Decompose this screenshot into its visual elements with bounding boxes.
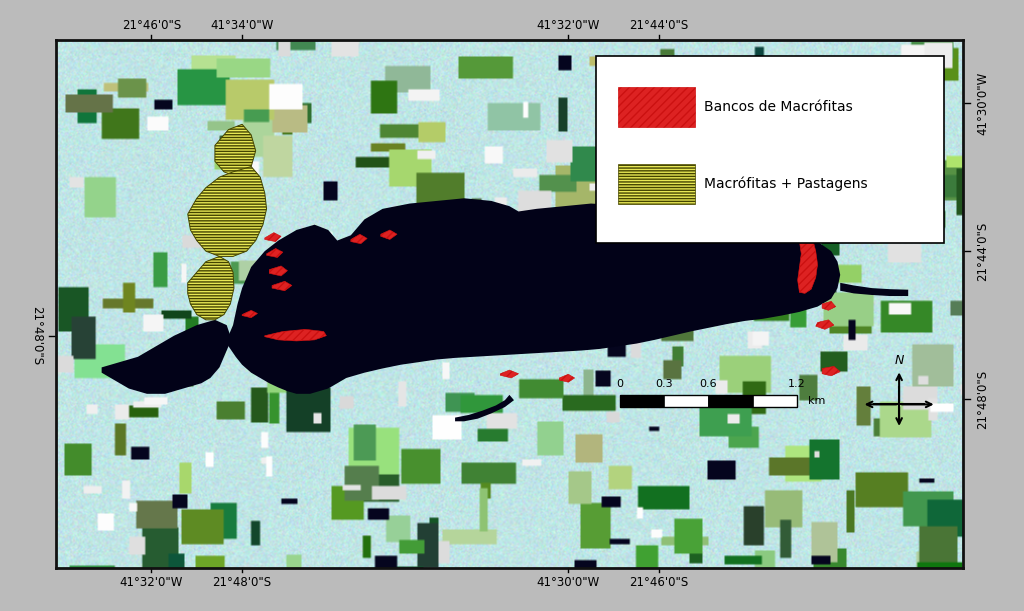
Bar bbox=[620, 395, 797, 407]
Text: 41°30'0"W: 41°30'0"W bbox=[537, 576, 600, 589]
Text: 41°32'0"W: 41°32'0"W bbox=[120, 576, 183, 589]
Text: Bancos de Macrófitas: Bancos de Macrófitas bbox=[705, 100, 853, 114]
Text: Macrófitas + Pastagens: Macrófitas + Pastagens bbox=[705, 177, 868, 191]
Text: 21°44'0"S: 21°44'0"S bbox=[630, 19, 688, 32]
Bar bbox=[618, 87, 695, 127]
Text: 41°30'0"W: 41°30'0"W bbox=[976, 71, 989, 135]
Text: 21°44'0"S: 21°44'0"S bbox=[976, 222, 989, 280]
Text: 0.6: 0.6 bbox=[699, 379, 717, 389]
Polygon shape bbox=[501, 370, 518, 378]
Polygon shape bbox=[841, 283, 908, 296]
Text: 21°46'0"S: 21°46'0"S bbox=[122, 19, 181, 32]
Polygon shape bbox=[822, 367, 841, 376]
Text: N: N bbox=[894, 354, 904, 367]
Polygon shape bbox=[187, 167, 266, 257]
Polygon shape bbox=[816, 320, 834, 329]
Text: km: km bbox=[808, 396, 825, 406]
Polygon shape bbox=[798, 230, 817, 293]
Bar bbox=[709, 395, 753, 407]
Polygon shape bbox=[822, 301, 836, 310]
Text: 0: 0 bbox=[616, 379, 624, 389]
Bar bbox=[753, 395, 797, 407]
Text: 21°48'0"S: 21°48'0"S bbox=[30, 306, 43, 365]
Bar bbox=[618, 164, 695, 203]
Polygon shape bbox=[266, 249, 283, 257]
Text: 41°34'0"W: 41°34'0"W bbox=[210, 19, 273, 32]
Polygon shape bbox=[215, 124, 256, 177]
Polygon shape bbox=[455, 395, 514, 422]
Polygon shape bbox=[381, 230, 397, 240]
Text: 21°46'0"S: 21°46'0"S bbox=[630, 576, 688, 589]
Polygon shape bbox=[224, 198, 841, 394]
Text: 21°48'0"S: 21°48'0"S bbox=[213, 576, 271, 589]
Text: 41°32'0"W: 41°32'0"W bbox=[537, 19, 600, 32]
Polygon shape bbox=[269, 266, 288, 276]
Text: 21°48'0"S: 21°48'0"S bbox=[976, 370, 989, 429]
Polygon shape bbox=[265, 329, 327, 341]
Polygon shape bbox=[101, 320, 230, 394]
Bar bbox=[620, 395, 665, 407]
Polygon shape bbox=[187, 257, 233, 320]
Polygon shape bbox=[272, 281, 292, 291]
Polygon shape bbox=[265, 233, 281, 241]
Text: 0.3: 0.3 bbox=[655, 379, 673, 389]
Bar bbox=[596, 56, 944, 243]
Polygon shape bbox=[351, 234, 368, 244]
Polygon shape bbox=[559, 375, 574, 382]
Polygon shape bbox=[242, 310, 257, 318]
Bar bbox=[665, 395, 709, 407]
Text: 1.2: 1.2 bbox=[787, 379, 806, 389]
